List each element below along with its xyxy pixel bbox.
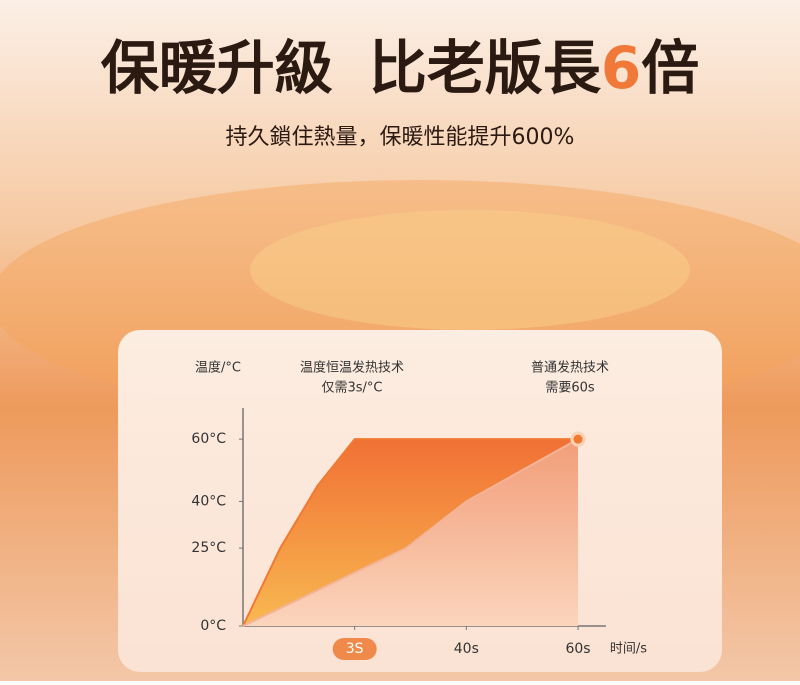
end-marker	[570, 431, 586, 447]
series-line	[242, 438, 579, 627]
plot: 温度/°C 时间/s 0°C 25°C 40°C 60°C 3S 40s 60s 温度恒温发热技术…	[191, 360, 647, 660]
heater-glow	[250, 210, 690, 330]
y-tick-label: 0°C	[200, 618, 226, 634]
subtitle: 持久鎖住熱量，保暖性能提升600%	[226, 125, 575, 150]
y-axis-label: 温度/°C	[195, 360, 241, 376]
series-line	[242, 438, 578, 627]
x-axis-label: 时间/s	[610, 642, 647, 657]
series-name: 温度恒温发热技术	[300, 360, 404, 376]
y-tick-label: 25°C	[191, 540, 226, 556]
series-name: 普通发热技术	[531, 360, 609, 376]
title: 保暖升級 比老版長6倍	[101, 34, 699, 102]
series-note: 需要60s	[545, 381, 595, 396]
y-tick-label: 40°C	[191, 493, 226, 509]
series-note: 仅需3s/°C	[321, 381, 382, 396]
x-tick-label: 60s	[565, 641, 590, 657]
title-part: 保暖升級	[101, 34, 333, 102]
x-tick-label: 3S	[346, 641, 364, 657]
x-tick-label: 40s	[454, 641, 479, 657]
x-tick-highlight	[332, 638, 377, 660]
y-tick-label: 60°C	[191, 431, 226, 447]
title-part: 倍	[641, 34, 699, 102]
title-part: 比老版長	[369, 34, 602, 102]
title-highlight: 6	[601, 34, 641, 102]
